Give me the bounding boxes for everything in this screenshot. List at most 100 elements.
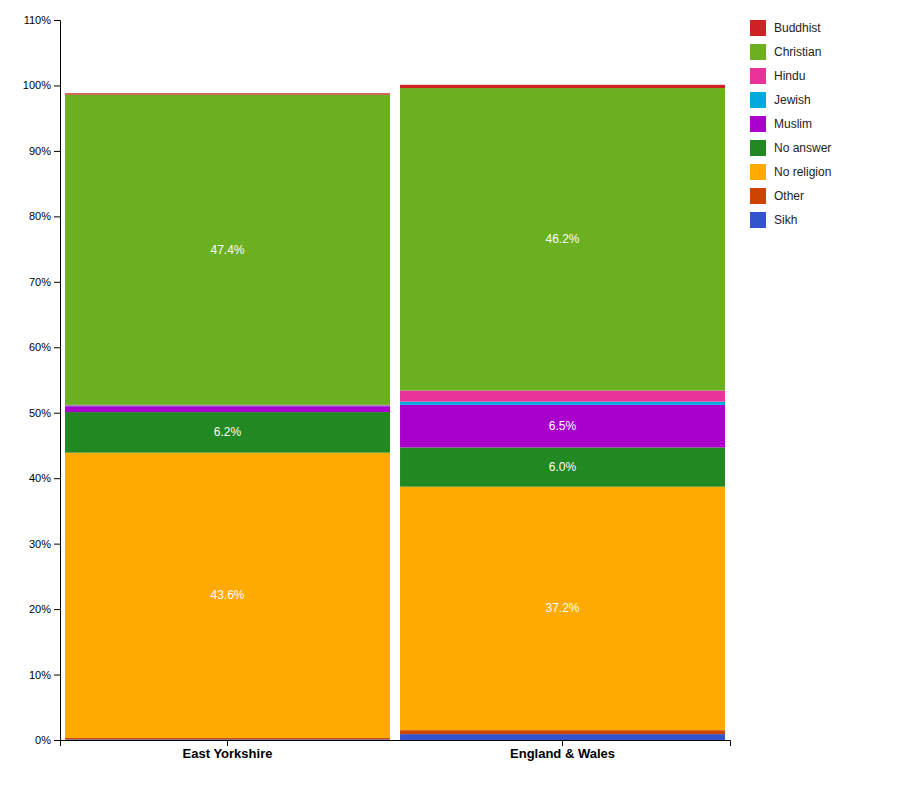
- axis-domain: [61, 741, 731, 747]
- legend-label: Buddhist: [774, 21, 821, 35]
- tick-mark: [562, 740, 563, 746]
- tick-label: 10%: [29, 669, 51, 681]
- tick-mark: [54, 478, 60, 479]
- legend-swatch: [750, 164, 766, 180]
- legend-swatch: [750, 212, 766, 228]
- tick-mark: [54, 216, 60, 217]
- chart: 43.6% 37.2% 6.2% 6.0% 6.5% 47.4% 46.2% 0% 10% 20%…: [0, 0, 900, 790]
- legend-swatch: [750, 20, 766, 36]
- y-axis: 0% 10% 20% 30% 40% 50% 60% 70% 80% 90% 100% 110%: [23, 14, 61, 746]
- legend-item: No religion: [750, 164, 831, 180]
- tick-label: 70%: [29, 276, 51, 288]
- bar-segment: [65, 406, 390, 412]
- tick-mark: [54, 347, 60, 348]
- legend-item: Muslim: [750, 116, 812, 132]
- bar-segment: [400, 734, 725, 740]
- y-tick: 10%: [29, 669, 60, 681]
- tick-mark: [54, 20, 60, 21]
- legend-item: Sikh: [750, 212, 797, 228]
- x-axis: East Yorkshire England & Wales: [61, 740, 731, 761]
- plot: 43.6% 37.2% 6.2% 6.0% 6.5% 47.4% 46.2% 0% 10% 20%…: [23, 14, 731, 761]
- legend-swatch: [750, 44, 766, 60]
- tick-label: 50%: [29, 407, 51, 419]
- data-label: 37.2%: [545, 601, 579, 615]
- tick-label: 80%: [29, 210, 51, 222]
- y-tick: 40%: [29, 472, 60, 484]
- y-tick: 30%: [29, 538, 60, 550]
- y-tick: 0%: [35, 734, 60, 746]
- tick-mark: [54, 151, 60, 152]
- tick-label: East Yorkshire: [183, 746, 273, 761]
- data-label: 43.6%: [210, 588, 244, 602]
- tick-label: 0%: [35, 734, 51, 746]
- legend-swatch: [750, 188, 766, 204]
- x-tick: England & Wales: [510, 740, 615, 761]
- legend-label: No answer: [774, 141, 831, 155]
- legend-item: No answer: [750, 140, 831, 156]
- bar-segment: [400, 85, 725, 88]
- legend-swatch: [750, 68, 766, 84]
- legend-swatch: [750, 140, 766, 156]
- bar-segment: [65, 93, 390, 94]
- legend-label: Sikh: [774, 213, 797, 227]
- tick-label: 40%: [29, 472, 51, 484]
- y-tick: 100%: [23, 79, 60, 91]
- tick-label: England & Wales: [510, 746, 615, 761]
- tick-mark: [54, 413, 60, 414]
- bar-segment: [65, 453, 390, 738]
- x-tick: East Yorkshire: [183, 740, 273, 761]
- bar-segment: [65, 95, 390, 405]
- bar-segment: [65, 738, 390, 739]
- tick-mark: [54, 85, 60, 86]
- legend-swatch: [750, 116, 766, 132]
- legend-label: No religion: [774, 165, 831, 179]
- data-labels: 43.6% 37.2% 6.2% 6.0% 6.5% 47.4% 46.2%: [210, 232, 579, 615]
- legend-label: Muslim: [774, 117, 812, 131]
- tick-label: 100%: [23, 79, 51, 91]
- tick-mark: [227, 740, 228, 746]
- data-label: 46.2%: [545, 232, 579, 246]
- bar-segment: [400, 405, 725, 448]
- data-label: 47.4%: [210, 243, 244, 257]
- bar-segment: [400, 390, 725, 401]
- bars: [65, 85, 725, 740]
- y-tick: 90%: [29, 145, 60, 157]
- data-label: 6.0%: [549, 460, 577, 474]
- bar-segment: [65, 405, 390, 407]
- data-label: 6.5%: [549, 419, 577, 433]
- legend-label: Jewish: [774, 93, 811, 107]
- y-tick: 70%: [29, 276, 60, 288]
- legend-item: Christian: [750, 44, 821, 60]
- legend-swatch: [750, 92, 766, 108]
- tick-label: 90%: [29, 145, 51, 157]
- tick-mark: [54, 282, 60, 283]
- y-tick: 80%: [29, 210, 60, 222]
- bar-segment: [400, 730, 725, 734]
- tick-mark: [54, 609, 60, 610]
- bar-segment: [400, 402, 725, 405]
- legend-label: Other: [774, 189, 804, 203]
- tick-mark: [54, 740, 60, 741]
- bar-segment: [400, 447, 725, 486]
- y-tick: 20%: [29, 603, 60, 615]
- tick-label: 60%: [29, 341, 51, 353]
- legend-label: Christian: [774, 45, 821, 59]
- y-tick: 50%: [29, 407, 60, 419]
- y-tick: 110%: [24, 14, 60, 26]
- tick-mark: [54, 675, 60, 676]
- legend-item: Other: [750, 188, 804, 204]
- legend-item: Hindu: [750, 68, 805, 84]
- bar-segment: [65, 739, 390, 740]
- y-tick: 60%: [29, 341, 60, 353]
- data-label: 6.2%: [214, 425, 242, 439]
- legend-item: Buddhist: [750, 20, 821, 36]
- tick-label: 110%: [24, 14, 52, 26]
- tick-mark: [54, 544, 60, 545]
- bar-segment: [400, 88, 725, 390]
- axis-domain: [54, 21, 61, 741]
- legend-label: Hindu: [774, 69, 805, 83]
- bar-segment: [400, 487, 725, 730]
- tick-label: 30%: [29, 538, 51, 550]
- tick-label: 20%: [29, 603, 51, 615]
- legend: Buddhist Christian Hindu Jewish Muslim No ans…: [750, 20, 831, 228]
